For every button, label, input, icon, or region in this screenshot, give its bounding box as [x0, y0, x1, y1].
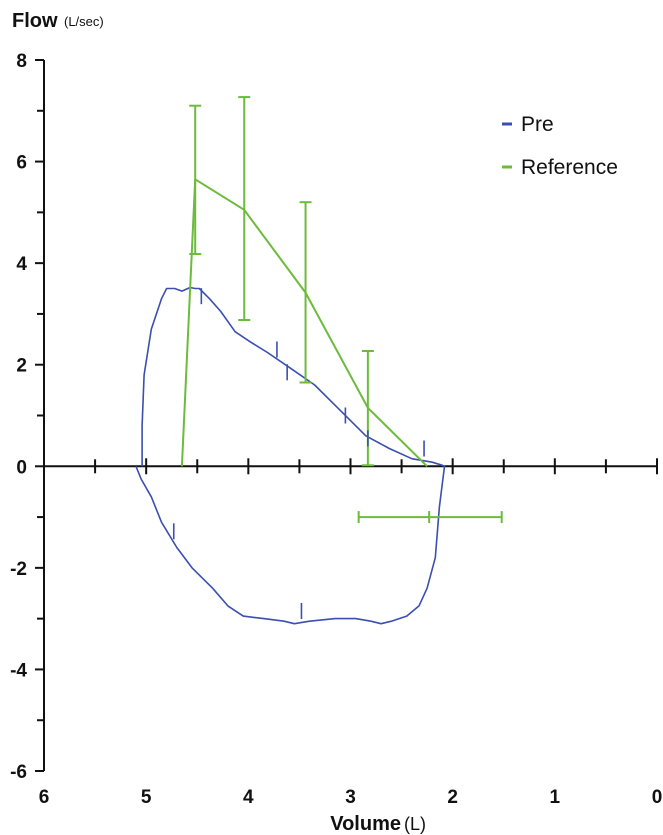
- legend-item-pre: Pre: [502, 113, 554, 136]
- y-tick-label: 8: [16, 51, 27, 72]
- plot-area: [135, 96, 503, 625]
- x-tick-label: 3: [345, 787, 356, 808]
- legend: Pre Reference: [502, 113, 618, 179]
- legend-label-pre: Pre: [521, 113, 554, 136]
- legend-label-reference: Reference: [521, 156, 618, 179]
- y-tick-label: 2: [16, 356, 27, 377]
- axes: [35, 59, 658, 772]
- x-tick-label: 4: [243, 787, 254, 808]
- series-line-reference: [180, 178, 428, 468]
- series-line-pre: [135, 286, 446, 625]
- y-tick-label: 0: [16, 457, 27, 478]
- y-tick-label: 6: [16, 153, 27, 174]
- x-axis-title-text: Volume: [330, 813, 401, 835]
- x-tick-label: 1: [550, 787, 561, 808]
- y-tick-label: 4: [16, 254, 27, 275]
- y-axis-title-text: Flow: [12, 10, 58, 32]
- y-tick-label: -2: [10, 559, 27, 580]
- x-axis-title: Volume (L): [330, 813, 426, 835]
- y-axis-unit-text: (L/sec): [64, 14, 104, 29]
- x-axis-unit-text: (L): [404, 814, 426, 834]
- x-tick-label: 0: [652, 787, 663, 808]
- x-tick-label: 6: [39, 787, 50, 808]
- legend-item-reference: Reference: [502, 156, 618, 179]
- y-axis-title: Flow (L/sec): [12, 10, 104, 32]
- y-tick-label: -4: [10, 660, 27, 681]
- tick-labels: 8 6 4 2 0 -2 -4 -6 6 5 4 3 2 1 0: [10, 51, 662, 808]
- y-tick-label: -6: [10, 762, 27, 783]
- x-tick-label: 2: [447, 787, 458, 808]
- x-tick-label: 5: [141, 787, 152, 808]
